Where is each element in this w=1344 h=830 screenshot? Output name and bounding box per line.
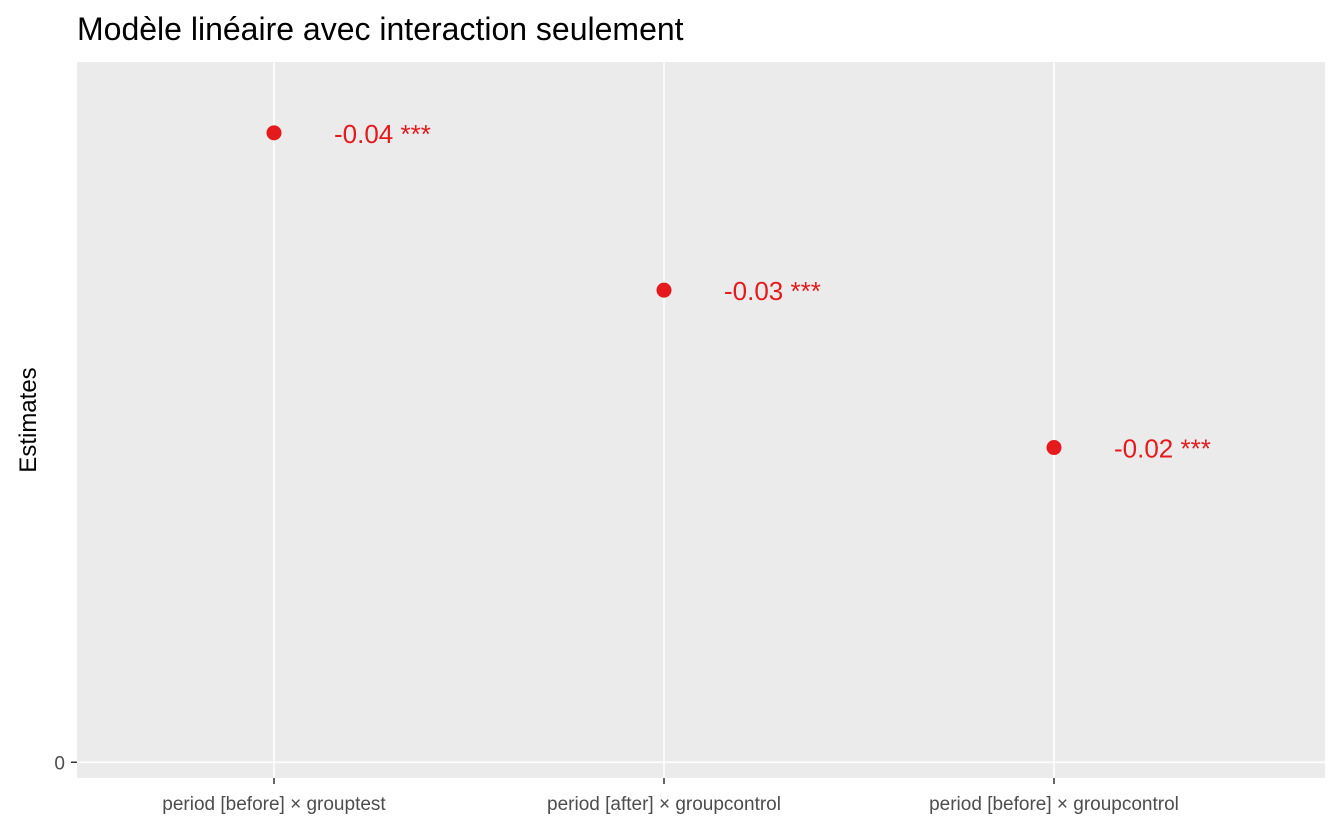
y-axis-label: Estimates: [15, 367, 42, 472]
plot-panel: [77, 62, 1325, 778]
data-point: [656, 282, 672, 298]
data-points: [266, 125, 1062, 456]
data-labels: -0.04 *** -0.03 *** -0.02 ***: [334, 119, 1211, 464]
data-label: -0.03 ***: [724, 276, 821, 306]
x-tick-label: period [after] × groupcontrol: [547, 794, 781, 815]
grid-lines: [77, 62, 1325, 778]
data-point: [266, 125, 282, 141]
data-point: [1046, 440, 1062, 456]
data-label: -0.02 ***: [1114, 434, 1211, 464]
data-label: -0.04 ***: [334, 119, 431, 149]
y-tick-label: 0: [54, 753, 65, 774]
x-tick-label: period [before] × grouptest: [162, 794, 386, 815]
axes: period [before] × grouptest period [after…: [54, 753, 1178, 815]
x-tick-label: period [before] × groupcontrol: [929, 794, 1179, 815]
chart-title: Modèle linéaire avec interaction seuleme…: [77, 11, 684, 47]
